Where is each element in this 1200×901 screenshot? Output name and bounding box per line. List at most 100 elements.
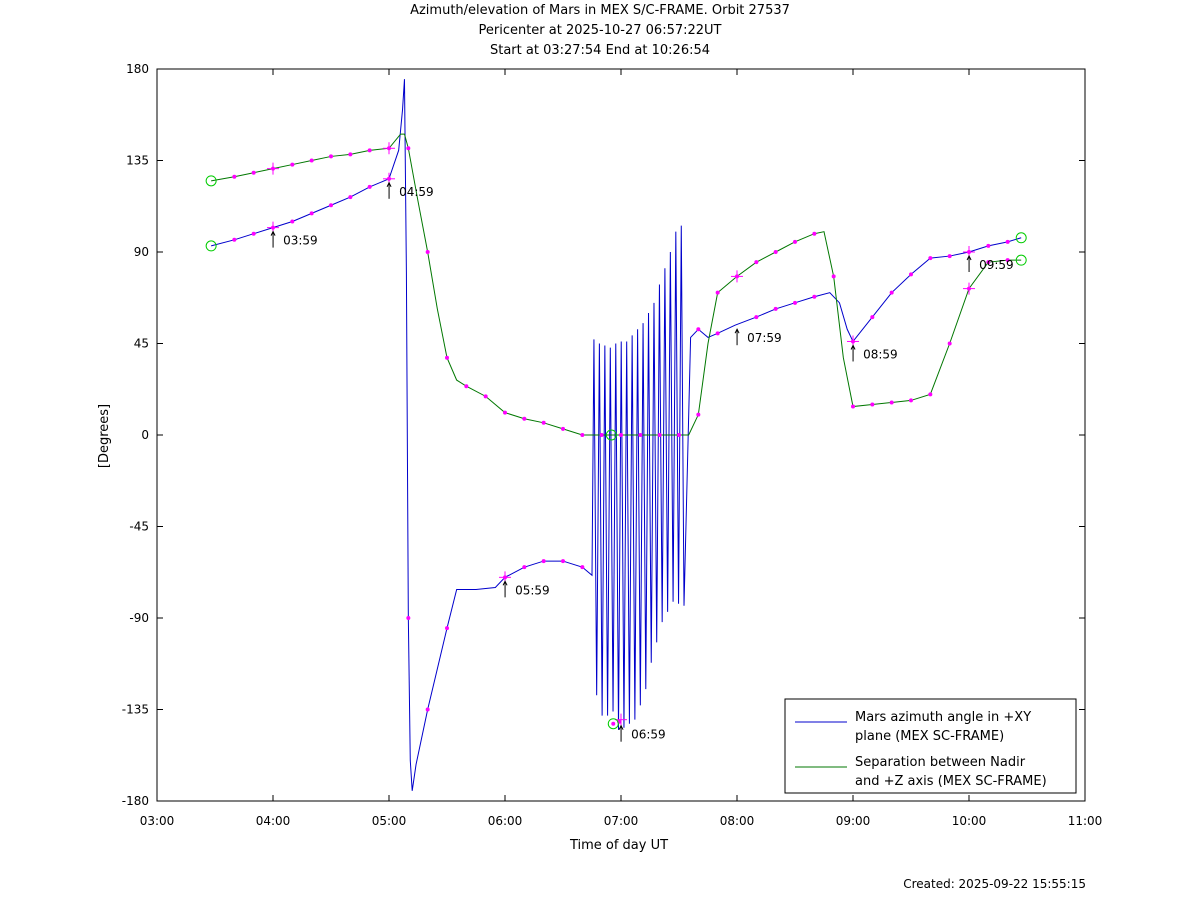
separation-marker — [986, 260, 991, 265]
time-annotation: 09:59 — [966, 254, 1014, 272]
legend: Mars azimuth angle in +XY plane (MEX SC-… — [784, 698, 1077, 794]
azimuth-marker — [870, 315, 875, 320]
separation-marker — [329, 154, 333, 159]
azimuth-marker — [715, 331, 720, 336]
separation-marker — [348, 152, 353, 157]
time-annotation: 04:59 — [386, 181, 434, 199]
separation-marker — [947, 341, 952, 346]
separation-marker — [851, 404, 855, 409]
x-axis-label: Time of day UT — [569, 838, 668, 853]
azimuth-marker — [348, 195, 353, 200]
separation-marker — [619, 433, 623, 437]
separation-hour-cross — [963, 282, 975, 295]
x-tick-label: 05:00 — [372, 814, 407, 828]
azimuth-marker — [329, 203, 333, 208]
azimuth-marker — [1005, 239, 1010, 244]
azimuth-marker — [812, 294, 817, 299]
separation-marker — [541, 420, 546, 425]
annotation-arrow — [386, 181, 392, 188]
separation-marker — [812, 231, 817, 236]
separation-marker — [483, 394, 488, 399]
chart-subtitle-pericenter: Pericenter at 2025-10-27 06:57:22UT — [478, 23, 722, 38]
separation-pericenter-ring — [605, 429, 617, 441]
legend-box — [784, 698, 1077, 794]
annotation-label: 03:59 — [283, 234, 318, 248]
azimuth-marker — [251, 231, 256, 236]
y-tick-label: -90 — [129, 611, 149, 625]
annotation-label: 05:59 — [515, 583, 550, 597]
annotation-label: 09:59 — [979, 258, 1014, 272]
x-tick-label: 08:00 — [720, 814, 755, 828]
azimuth-marker — [793, 300, 797, 305]
annotation-label: 04:59 — [399, 185, 434, 199]
separation-marker — [889, 400, 894, 405]
separation-marker — [251, 170, 256, 175]
separation-end-ring — [1015, 254, 1027, 266]
azimuth-marker — [754, 315, 759, 320]
y-axis-label: [Degrees] — [97, 404, 112, 468]
series-lines — [211, 79, 1022, 791]
separation-marker — [1005, 258, 1010, 263]
x-tick-label: 04:00 — [256, 814, 291, 828]
x-tick-label: 07:00 — [604, 814, 639, 828]
azimuth-marker — [611, 721, 616, 726]
azimuth-marker — [309, 211, 314, 216]
time-annotations: 03:59 04:59 05:59 06:59 07:59 08:59 09:59 — [270, 181, 1014, 742]
time-annotation: 08:59 — [850, 344, 898, 362]
annotation-label: 06:59 — [631, 728, 666, 742]
azimuth-marker — [696, 327, 701, 332]
azimuth-start-ring — [205, 240, 217, 252]
separation-marker — [928, 392, 933, 397]
azimuth-marker — [580, 565, 585, 570]
separation-hour-cross — [267, 162, 279, 175]
separation-marker — [677, 433, 681, 437]
time-annotation: 07:59 — [734, 328, 782, 346]
azimuth-pericenter-ring — [607, 718, 619, 730]
series-markers — [205, 142, 1027, 730]
separation-marker — [773, 250, 778, 254]
azimuth-marker — [773, 306, 778, 311]
series-separation-line — [211, 133, 1022, 436]
azimuth-marker — [986, 243, 991, 248]
separation-marker — [909, 398, 913, 403]
separation-marker — [464, 384, 469, 389]
annotation-arrow — [270, 230, 276, 236]
y-tick-label: 0 — [141, 428, 149, 442]
azimuth-marker — [928, 256, 933, 261]
annotation-label: 07:59 — [747, 331, 782, 345]
separation-marker — [715, 290, 720, 295]
y-tick-label: -135 — [122, 703, 149, 717]
separation-marker — [232, 174, 237, 179]
legend-label-separation-1: Separation between Nadir — [855, 755, 1026, 770]
y-tick-label: 135 — [126, 154, 149, 168]
annotation-arrow — [618, 724, 624, 730]
annotation-arrow — [734, 328, 740, 334]
separation-hour-cross — [383, 142, 395, 155]
separation-marker — [580, 433, 585, 437]
azimuth-hour-cross — [615, 713, 627, 726]
separation-marker — [290, 162, 295, 167]
time-annotation: 03:59 — [270, 230, 318, 248]
separation-marker — [445, 355, 449, 360]
azimuth-marker — [406, 616, 411, 620]
axis-ticks: 03:00 04:00 05:00 06:00 07:00 08:00 09:00 10:00… — [122, 62, 1103, 828]
legend-label-azimuth-2: plane (MEX SC-FRAME) — [855, 729, 1004, 744]
annotation-arrow — [850, 344, 856, 350]
y-tick-label: 90 — [134, 245, 149, 259]
y-tick-label: -45 — [129, 520, 149, 534]
separation-marker — [503, 410, 507, 415]
annotation-arrow — [966, 254, 972, 261]
annotation-label: 08:59 — [863, 347, 898, 361]
legend-label-separation-2: and +Z axis (MEX SC-FRAME) — [855, 774, 1047, 789]
azimuth-marker — [541, 559, 546, 564]
separation-marker — [599, 433, 604, 437]
x-tick-label: 11:00 — [1068, 814, 1103, 828]
x-tick-label: 06:00 — [488, 814, 523, 828]
azimuth-marker — [425, 707, 430, 712]
azimuth-marker — [947, 254, 952, 259]
series-azimuth-line — [211, 79, 1022, 791]
x-tick-label: 03:00 — [140, 814, 175, 828]
separation-marker — [754, 260, 759, 265]
azimuth-marker — [232, 237, 237, 242]
